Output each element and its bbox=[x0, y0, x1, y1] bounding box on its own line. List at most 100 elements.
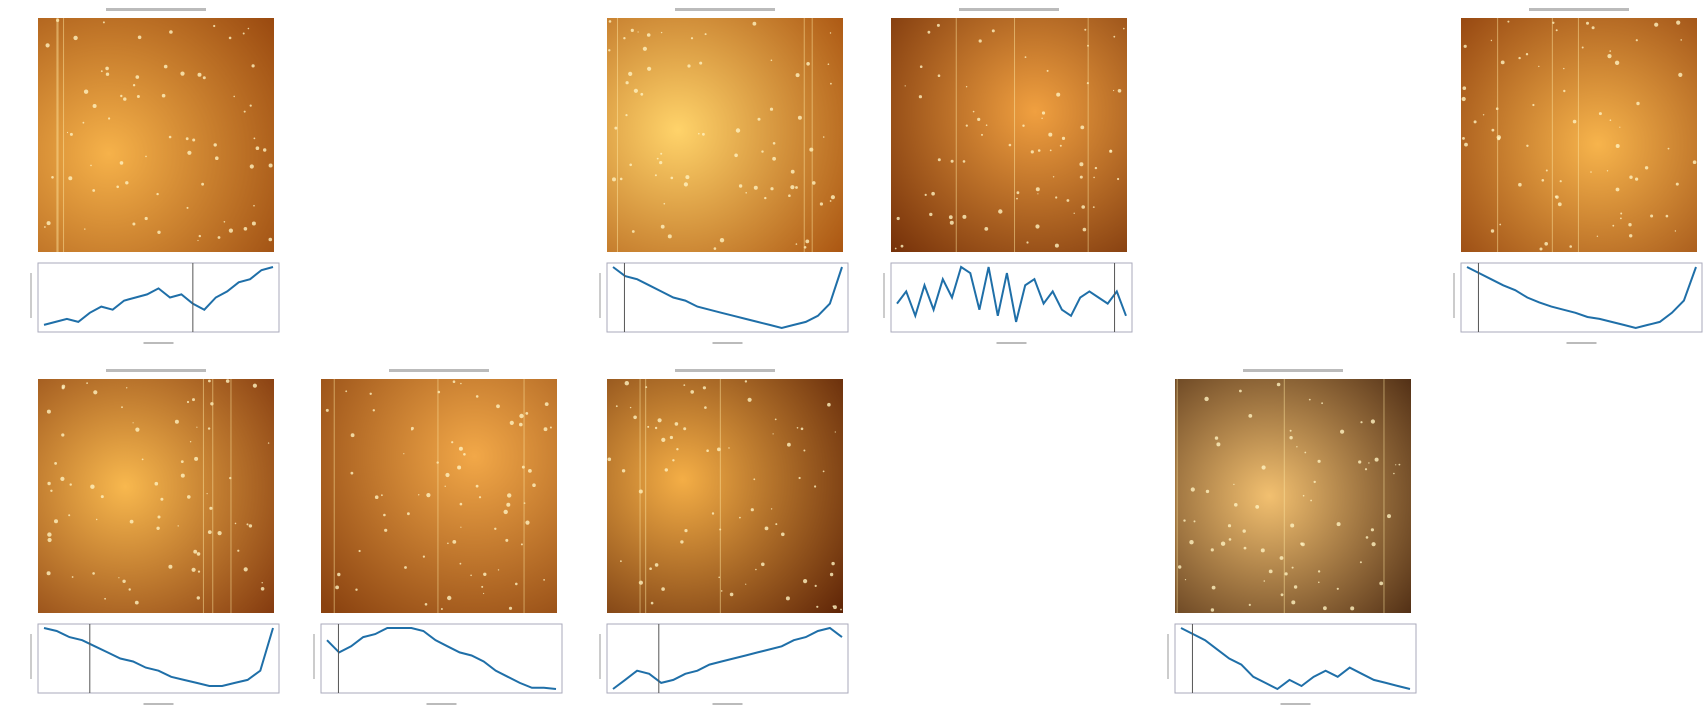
star bbox=[156, 192, 159, 196]
star bbox=[1635, 177, 1639, 181]
star bbox=[1675, 182, 1679, 186]
star bbox=[827, 402, 831, 407]
star bbox=[86, 382, 88, 384]
star bbox=[637, 31, 639, 33]
sky-image bbox=[607, 379, 843, 613]
star bbox=[1304, 451, 1307, 454]
star bbox=[255, 146, 260, 150]
star bbox=[525, 412, 529, 415]
star bbox=[827, 63, 830, 65]
star bbox=[1569, 245, 1572, 248]
star bbox=[1678, 72, 1683, 77]
star bbox=[1628, 223, 1632, 227]
star bbox=[829, 32, 832, 34]
star bbox=[1211, 585, 1216, 590]
star bbox=[1210, 548, 1214, 552]
star bbox=[1030, 150, 1034, 154]
star bbox=[497, 569, 500, 571]
star bbox=[965, 86, 968, 88]
star bbox=[157, 230, 161, 234]
star bbox=[84, 228, 86, 230]
star bbox=[683, 427, 687, 431]
star bbox=[772, 156, 776, 161]
star bbox=[729, 592, 734, 597]
star bbox=[1607, 54, 1612, 59]
title-bar bbox=[106, 8, 206, 11]
title-bar bbox=[389, 369, 489, 372]
star bbox=[937, 74, 941, 77]
star bbox=[699, 61, 703, 65]
star bbox=[73, 35, 78, 41]
star bbox=[71, 576, 74, 578]
star bbox=[1296, 446, 1298, 448]
star bbox=[1499, 223, 1502, 226]
star bbox=[752, 21, 757, 26]
star bbox=[1052, 176, 1055, 178]
star bbox=[1676, 20, 1681, 25]
star bbox=[1557, 202, 1562, 207]
sky-image bbox=[321, 379, 557, 613]
star bbox=[452, 540, 457, 544]
star bbox=[458, 446, 463, 451]
star bbox=[460, 382, 462, 385]
star bbox=[660, 31, 663, 34]
star bbox=[185, 137, 189, 141]
sky-image bbox=[1461, 18, 1697, 252]
star bbox=[193, 549, 198, 554]
sky-image bbox=[607, 18, 843, 252]
star bbox=[1037, 149, 1041, 152]
star bbox=[1490, 229, 1495, 233]
star bbox=[629, 163, 632, 167]
plot-frame bbox=[37, 623, 280, 694]
star bbox=[90, 484, 95, 489]
star bbox=[506, 502, 511, 507]
star bbox=[1360, 421, 1363, 424]
star bbox=[612, 177, 616, 182]
star bbox=[1300, 542, 1303, 546]
star bbox=[404, 566, 407, 569]
star bbox=[761, 562, 765, 567]
star bbox=[661, 587, 665, 591]
star bbox=[209, 506, 213, 510]
star bbox=[1654, 22, 1659, 27]
star bbox=[1612, 224, 1615, 227]
star bbox=[1636, 101, 1640, 106]
star bbox=[422, 555, 425, 558]
star bbox=[706, 449, 709, 453]
star bbox=[1321, 402, 1323, 405]
star bbox=[642, 46, 648, 51]
star bbox=[116, 185, 119, 189]
star bbox=[125, 181, 129, 185]
star bbox=[163, 64, 168, 69]
star bbox=[1210, 608, 1215, 612]
star bbox=[1279, 556, 1284, 560]
star bbox=[69, 132, 73, 136]
star bbox=[246, 523, 249, 526]
star bbox=[669, 435, 674, 440]
star bbox=[803, 449, 806, 452]
y-label-bar bbox=[30, 634, 32, 679]
star bbox=[739, 516, 741, 519]
star bbox=[775, 523, 778, 526]
star bbox=[92, 572, 95, 575]
plot-frame bbox=[1174, 623, 1417, 694]
star bbox=[750, 508, 754, 512]
star bbox=[1507, 20, 1510, 23]
star bbox=[1371, 542, 1376, 547]
star bbox=[1609, 119, 1612, 121]
star bbox=[1545, 169, 1548, 172]
star bbox=[374, 495, 379, 500]
star bbox=[1555, 29, 1558, 32]
star bbox=[128, 588, 131, 591]
star bbox=[136, 95, 140, 98]
star bbox=[790, 169, 795, 174]
star bbox=[1629, 175, 1633, 179]
star bbox=[1049, 149, 1052, 152]
star bbox=[44, 226, 46, 228]
star bbox=[962, 214, 967, 219]
star bbox=[1109, 149, 1113, 153]
star bbox=[544, 402, 549, 406]
star bbox=[1189, 540, 1194, 545]
star bbox=[1619, 126, 1621, 128]
star bbox=[770, 59, 773, 62]
